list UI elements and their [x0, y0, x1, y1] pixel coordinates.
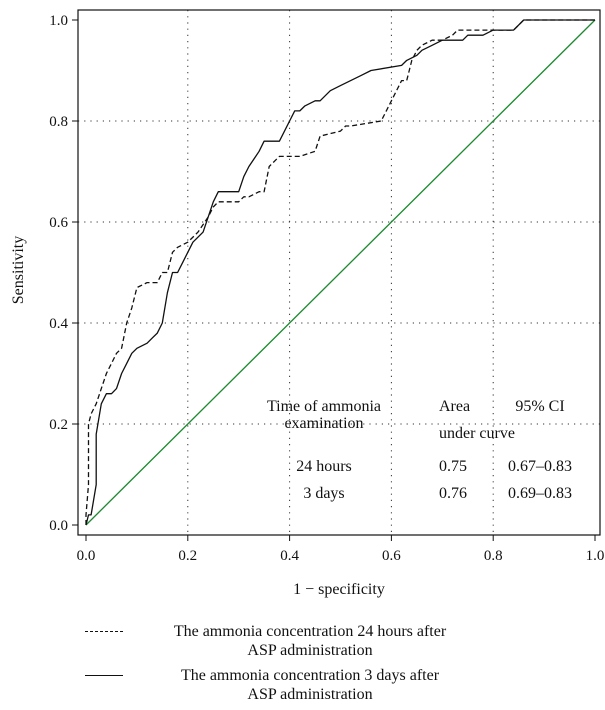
x-tick-label: 0.6 — [382, 548, 401, 564]
x-tick-label: 1.0 — [586, 548, 605, 564]
series-24-hours-line — [85, 19, 595, 525]
table-row-ci: 0.67–0.83 — [508, 458, 572, 475]
reference-diagonal-line — [85, 19, 596, 526]
legend: The ammonia concentration 24 hours after… — [85, 622, 605, 710]
y-tick-label: 0.4 — [49, 316, 68, 332]
plot-frame — [77, 9, 601, 536]
table-row-time: 3 days — [303, 485, 344, 502]
x-axis-label: 1 − specificity — [293, 581, 385, 598]
table-row-ci: 0.69–0.83 — [508, 485, 572, 502]
table-header-time-line1: Time of ammonia — [267, 398, 381, 415]
table-header-ci: 95% CI — [515, 398, 564, 415]
grid-lines — [78, 10, 600, 535]
series-3-days-line — [85, 19, 595, 526]
y-tick-label: 0.6 — [49, 215, 68, 231]
x-tick-label: 0.2 — [178, 548, 197, 564]
y-tick-label: 0.0 — [49, 518, 68, 534]
y-tick-label: 1.0 — [49, 13, 68, 29]
legend-label-line1: The ammonia concentration 3 days after — [180, 667, 440, 684]
legend-label: The ammonia concentration 3 days after A… — [130, 666, 490, 704]
legend-item-24-hours: The ammonia concentration 24 hours after… — [85, 622, 605, 666]
legend-label-line2: ASP administration — [247, 642, 373, 659]
table-row-time: 24 hours — [296, 458, 352, 475]
table-header-area-line1: Area — [439, 398, 470, 415]
legend-label-line1: The ammonia concentration 24 hours after — [173, 623, 447, 640]
y-tick-label: 0.2 — [49, 417, 68, 433]
y-tick-label: 0.8 — [49, 114, 68, 130]
x-tick-label: 0.8 — [484, 548, 503, 564]
table-row-area: 0.76 — [439, 485, 467, 502]
table-header-time-line2: examination — [284, 415, 363, 432]
series-layer — [85, 19, 595, 526]
table-header-area-line2: under curve — [439, 425, 515, 442]
roc-chart: 0.0 0.2 0.4 0.6 0.8 1.0 0.0 0.2 0.4 0.6 0.8 1.0 Sen… — [10, 9, 604, 598]
y-axis-label: Sensitivity — [10, 236, 27, 304]
x-tick-label: 0.4 — [280, 548, 299, 564]
legend-label: The ammonia concentration 24 hours after… — [130, 622, 490, 660]
axis-ticks: 0.0 0.2 0.4 0.6 0.8 1.0 0.0 0.2 0.4 0.6 0.8 1.0 — [49, 13, 604, 564]
legend-solid-line-swatch — [85, 675, 123, 676]
auc-table: Time of ammonia examination Area under c… — [267, 398, 572, 502]
legend-dashed-line-swatch — [85, 631, 123, 632]
legend-label-line2: ASP administration — [247, 686, 373, 703]
legend-item-3-days: The ammonia concentration 3 days after A… — [85, 666, 605, 710]
x-tick-label: 0.0 — [77, 548, 96, 564]
table-row-area: 0.75 — [439, 458, 467, 475]
